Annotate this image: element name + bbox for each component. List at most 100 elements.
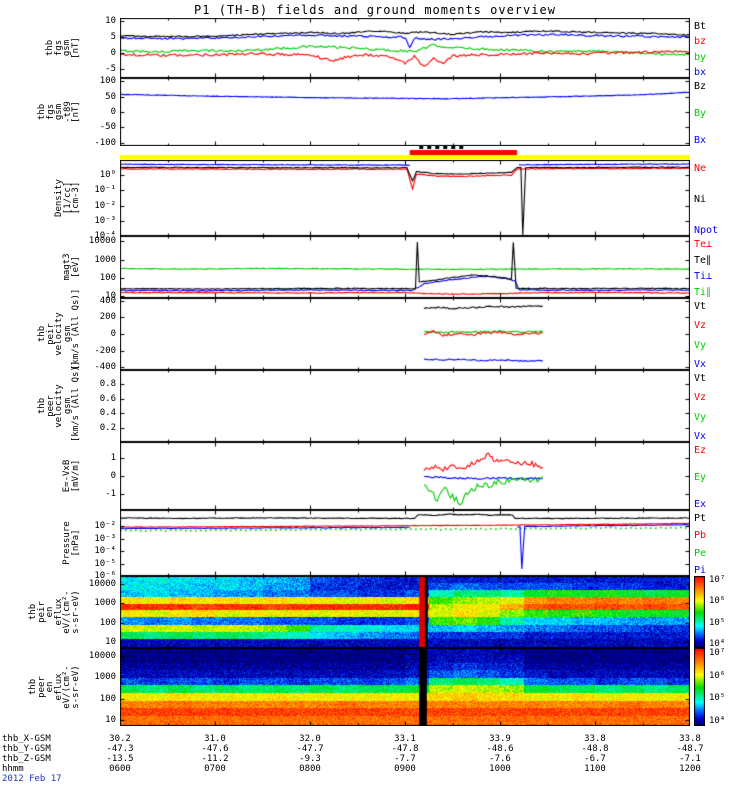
legend-label-Pt: Pt <box>694 513 707 524</box>
y-tick-label: 10⁻⁶ <box>94 571 116 581</box>
y-tick-label: -400 <box>94 362 116 373</box>
e-vxb-ylabel: E=-VxB [mV/m] <box>62 459 81 493</box>
xaxis-value: -7.6 <box>489 754 511 764</box>
xaxis-value: 31.0 <box>204 734 226 744</box>
e-vxb-canvas <box>120 442 690 510</box>
colorbar-tick-label: 10⁵ <box>709 693 726 704</box>
peir-spectrogram-canvas <box>120 576 690 648</box>
density-canvas <box>120 160 690 236</box>
peer-spectrogram-colorbar <box>694 648 705 726</box>
y-tick-label: 10000 <box>88 578 116 589</box>
xaxis-value: -7.7 <box>394 754 416 764</box>
y-tick-label: 10 <box>105 637 116 648</box>
legend-label-Ez: Ez <box>694 445 707 456</box>
y-tick-label: 1 <box>110 453 116 464</box>
xaxis-value: 33.1 <box>394 734 416 744</box>
y-tick-label: -1 <box>105 488 116 499</box>
xaxis-value: 33.8 <box>679 734 701 744</box>
xaxis-value: -13.5 <box>106 754 134 764</box>
peer-velocity-canvas <box>120 370 690 442</box>
legend-label-Vx: Vx <box>694 359 707 370</box>
y-tick-label: 10 <box>105 714 116 725</box>
legend-label-Pb: Pb <box>694 530 707 542</box>
legend-label-Te⊥: Te⊥ <box>694 239 713 250</box>
y-tick-label: 1000 <box>94 254 116 265</box>
legend-label-Vz: Vz <box>694 320 707 332</box>
legend-label-Ey: Ey <box>694 472 707 483</box>
legend-label-Pi: Pi <box>694 565 707 576</box>
colorbar-tick-label: 10⁶ <box>709 596 726 607</box>
y-tick-label: 10000 <box>88 651 116 662</box>
fgs-gsm-canvas <box>120 18 690 78</box>
y-tick-label: 100 <box>99 76 116 87</box>
xaxis-value: -48.6 <box>486 744 514 754</box>
xaxis-value: 0900 <box>394 764 416 774</box>
legend-label-bz: bz <box>694 36 707 48</box>
xaxis-value: -48.8 <box>581 744 609 754</box>
peer-spectrogram-canvas <box>120 648 690 726</box>
pressure-ylabel: Pressure [nPa] <box>62 521 81 565</box>
y-tick-label: 10⁻⁵ <box>94 558 116 569</box>
fgs-gsm-t89-ylabel: thb fgs gsm -t89 [nT] <box>36 101 81 123</box>
y-tick-label: 10⁻³ <box>94 533 116 544</box>
xaxis-value: 1100 <box>584 764 606 774</box>
legend-label-By: By <box>694 108 707 119</box>
legend-label-Vt: Vt <box>694 301 707 312</box>
xaxis-value: 33.9 <box>489 734 511 744</box>
pressure-canvas <box>120 510 690 576</box>
flag-bar-canvas <box>120 146 690 160</box>
legend-label-Bx: Bx <box>694 135 707 146</box>
y-tick-label: 50 <box>105 91 116 102</box>
y-tick-label: 0.4 <box>99 408 116 419</box>
y-tick-label: 10⁻⁴ <box>94 231 116 241</box>
xaxis-value: 1000 <box>489 764 511 774</box>
y-tick-label: 0.2 <box>99 422 116 433</box>
peer-spectrogram-ylabel: thb peer en eflux eV/(cm²- s-sr-eV) <box>28 665 81 709</box>
y-tick-label: 0 <box>110 107 116 117</box>
xaxis-value: 0700 <box>204 764 226 774</box>
legend-label-Vy: Vy <box>694 339 707 351</box>
xaxis-value: 0600 <box>109 764 131 774</box>
y-tick-label: 0.6 <box>99 393 116 404</box>
y-tick-label: 1000 <box>94 672 116 683</box>
y-tick-label: 200 <box>99 312 116 323</box>
xaxis-value: 0800 <box>299 764 321 774</box>
legend-label-Bt: Bt <box>694 21 707 32</box>
y-tick-label: 100 <box>99 693 116 704</box>
colorbar-tick-label: 10⁷ <box>709 575 726 586</box>
peer-velocity-ylabel: thb peer velocity gsm [km/s (All Qs)] <box>36 360 81 442</box>
y-tick-label: 10⁻² <box>94 200 116 211</box>
peir-spectrogram-ylabel: thb peir en eflux eV/(cm²- s-sr-eV) <box>28 590 81 634</box>
fgs-gsm-t89-canvas <box>120 78 690 146</box>
colorbar-tick-label: 10⁴ <box>709 638 726 649</box>
y-tick-label: 10 <box>105 16 116 27</box>
y-tick-label: 10⁰ <box>99 170 116 181</box>
y-tick-label: 10000 <box>88 236 116 247</box>
y-tick-label: 10⁻¹ <box>94 185 116 196</box>
y-tick-label: 10 <box>105 291 116 302</box>
y-tick-label: 400 <box>99 295 116 306</box>
legend-label-bx: bx <box>694 67 707 78</box>
peir-velocity-ylabel: thb peir velocity gsm [km/s (All Qs)] <box>36 288 81 370</box>
xaxis-row-label: hhmm <box>2 764 24 774</box>
y-tick-label: 10⁻⁴ <box>94 546 116 557</box>
xaxis-value: 1200 <box>679 764 701 774</box>
xaxis-value: 32.0 <box>299 734 321 744</box>
xaxis-value: -7.1 <box>679 754 701 764</box>
xaxis-value: -47.3 <box>106 744 134 754</box>
y-tick-label: 100 <box>99 272 116 283</box>
legend-label-by: by <box>694 51 707 63</box>
y-tick-label: 1000 <box>94 598 116 609</box>
y-tick-label: 0 <box>110 471 116 481</box>
y-tick-label: -5 <box>105 63 116 74</box>
legend-label-Pe: Pe <box>694 547 707 559</box>
xaxis-value: -47.8 <box>391 744 419 754</box>
xaxis-value: -47.7 <box>296 744 324 754</box>
xaxis-value: 30.2 <box>109 734 131 744</box>
xaxis-value: -48.7 <box>676 744 704 754</box>
legend-label-Vz: Vz <box>694 392 707 404</box>
xaxis-value: -47.6 <box>201 744 229 754</box>
y-tick-label: -100 <box>94 137 116 148</box>
y-tick-label: 0 <box>110 47 116 58</box>
legend-label-Vt: Vt <box>694 373 707 384</box>
